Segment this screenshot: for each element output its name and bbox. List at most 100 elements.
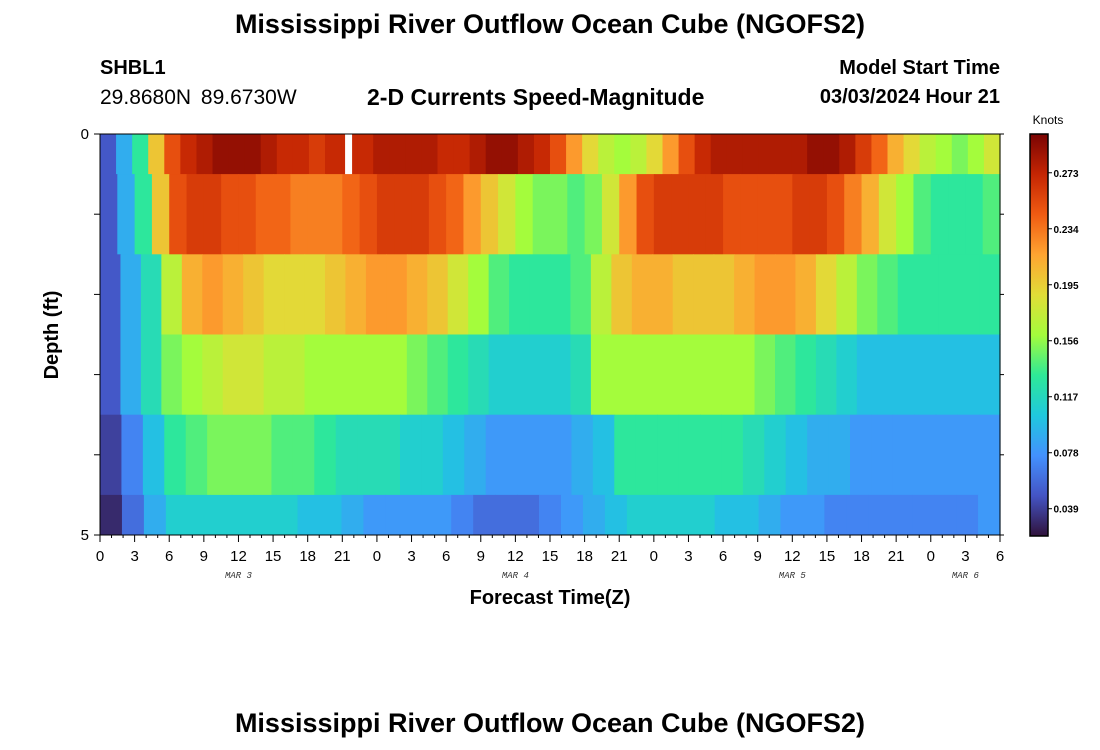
heatmap-cell-layer1-24 [515, 174, 534, 255]
heatmap-cell-layer3-4 [181, 334, 203, 416]
heatmap-cell-layer0-32 [614, 134, 631, 175]
heatmap-cell-layer4-28 [700, 414, 723, 496]
heatmap-cell-layer5-26 [670, 494, 694, 536]
heatmap-cell-layer4-2 [142, 414, 165, 496]
heatmap-cell-layer1-38 [757, 174, 776, 255]
heatmap-cell-layer0-50 [903, 134, 921, 175]
heatmap-cell-layer3-16 [427, 334, 449, 416]
heatmap-cell-layer2-42 [959, 254, 981, 335]
heatmap-cell-layer4-12 [357, 414, 380, 496]
heatmap-cell-layer2-0 [100, 254, 122, 335]
heatmap-cell-layer4-36 [871, 414, 894, 496]
y-axis-label: Depth (ft) [41, 291, 63, 380]
heatmap-cell-layer1-25 [532, 174, 551, 255]
heatmap-cell-layer4-19 [507, 414, 530, 496]
heatmap-cell-layer3-36 [836, 334, 858, 416]
model-start-value: 03/03/2024 Hour 21 [819, 86, 1000, 108]
heatmap-cell-layer2-5 [202, 254, 224, 335]
colorbar-ticks: 0.273 0.234 0.195 0.156 0.117 0.078 0.039 [1048, 169, 1079, 516]
heatmap-cell-layer3-6 [222, 334, 244, 416]
heatmap-cell-layer3-13 [365, 334, 387, 416]
heatmap-cell-layer0-34 [646, 134, 664, 175]
heatmap-cell-layer1-23 [498, 174, 516, 255]
heatmap-cell-layer2-37 [856, 254, 878, 335]
heatmap-cell-layer3-41 [938, 334, 960, 416]
colorbar-label-4: 0.117 [1054, 393, 1079, 404]
heatmap-cell-layer3-32 [754, 334, 776, 416]
heatmap-cell-layer5-10 [319, 494, 343, 536]
heatmap-cell-layer5-39 [956, 494, 979, 536]
heatmap-cell-layer1-11 [290, 174, 309, 255]
heatmap-cell-layer5-38 [934, 494, 957, 536]
heatmap-cell-layer0-10 [260, 134, 278, 175]
heatmap-cell-layer1-5 [186, 174, 205, 255]
heatmap-cell-layer3-10 [304, 334, 326, 416]
x-tick-label-0: 0 [96, 548, 104, 565]
colorbar-scale [1029, 133, 1049, 537]
heatmap-cell-layer3-33 [775, 334, 797, 416]
heatmap-cell-layer2-15 [406, 254, 428, 335]
heatmap-cell-layer3-21 [529, 334, 551, 416]
heatmap-cell-layer1-42 [826, 174, 845, 255]
heatmap-cell-layer4-15 [421, 414, 444, 496]
heatmap-cell-layer1-47 [913, 174, 932, 255]
heatmap-cell-layer3-2 [140, 334, 162, 416]
x-tick-label-16: 0 [650, 548, 658, 565]
station-id: SHBL1 [100, 57, 166, 79]
heatmap-cell-layer3-27 [652, 334, 674, 416]
colorbar: Knots 0.273 0.234 0.195 0.156 0.117 0.078 0.03… [1029, 113, 1079, 537]
heatmap-cell-layer3-8 [263, 334, 285, 416]
heatmap-cell-layer1-13 [325, 174, 343, 255]
heatmap-cell-layer3-19 [488, 334, 510, 416]
heatmap-cell-layer0-52 [935, 134, 953, 175]
heatmap-cell-layer1-29 [601, 174, 620, 255]
heatmap-cell-layer3-20 [509, 334, 531, 416]
heatmap-cell-layer2-24 [590, 254, 612, 335]
heatmap-cell-layer2-13 [365, 254, 387, 335]
heatmap-cell-layer2-19 [488, 254, 510, 335]
x-tick-label-2: 6 [165, 548, 173, 565]
heatmap-cell-layer0-29 [566, 134, 583, 175]
missing-data-marks [345, 134, 353, 175]
heatmap-cell-layer4-31 [764, 414, 787, 496]
heatmap-cell-layer3-42 [959, 334, 981, 416]
x-tick-label-23: 21 [888, 548, 905, 565]
heatmap-cell-layer1-33 [671, 174, 690, 255]
heatmap-cell-layer3-38 [877, 334, 899, 416]
heatmap-cell-layer5-9 [297, 494, 321, 536]
heatmap-cell-layer3-15 [406, 334, 428, 416]
heatmap-cell-layer5-7 [253, 494, 277, 536]
heatmap-cell-layer1-32 [653, 174, 672, 255]
x-tick-label-19: 9 [754, 548, 762, 565]
heatmap-cell-layer1-40 [792, 174, 811, 255]
heatmap-cell-layer2-25 [611, 254, 633, 335]
heatmap-cell-layer1-18 [411, 174, 430, 255]
x-tick-label-17: 3 [684, 548, 692, 565]
heatmap-cell-layer1-4 [169, 174, 188, 255]
heatmap-cell-layer0-19 [405, 134, 423, 175]
heatmap-cell-layer3-28 [672, 334, 694, 416]
y-tick-label-1: 5 [81, 527, 89, 544]
heatmap-cell-layer1-30 [619, 174, 638, 255]
x-tick-label-7: 21 [334, 548, 351, 565]
heatmap-cell-layer5-11 [341, 494, 365, 536]
heatmap-cell-layer0-23 [469, 134, 487, 175]
heatmap-cell-layer0-7 [212, 134, 230, 175]
heatmap-cell-layer4-41 [978, 414, 1001, 496]
heatmap-cell-layer0-2 [132, 134, 149, 175]
y-axis: 05 [81, 126, 1004, 544]
heatmap-cell-layer5-30 [758, 494, 782, 536]
heatmap-cell-layer5-0 [100, 494, 123, 536]
heatmap-cell-layer5-16 [451, 494, 474, 536]
heatmap-cell-layer0-45 [823, 134, 840, 175]
heatmap-cell-layer4-6 [228, 414, 251, 496]
x-tick-label-14: 18 [576, 548, 593, 565]
heatmap-cell-layer0-35 [662, 134, 680, 175]
heatmap-cell-layer3-26 [631, 334, 653, 416]
heatmap-cell-layer3-30 [713, 334, 735, 416]
heatmap-cell-layer4-7 [250, 414, 273, 496]
heatmap-cell-layer0-5 [180, 134, 198, 175]
heatmap-cell-layer3-3 [161, 334, 183, 416]
heatmap-cell-layer2-28 [672, 254, 694, 335]
heatmap-cell-layer0-33 [630, 134, 648, 175]
